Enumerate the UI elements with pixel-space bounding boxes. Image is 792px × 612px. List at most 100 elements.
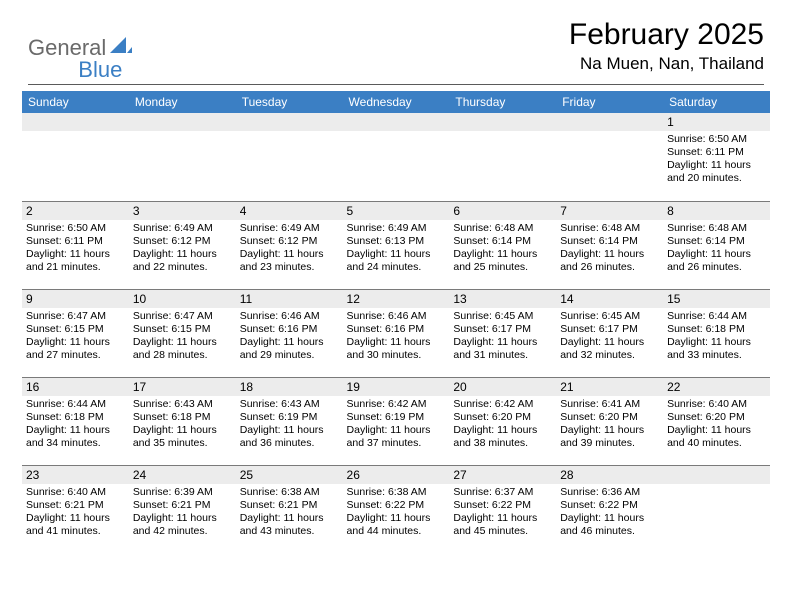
day-detail-line: Sunset: 6:20 PM: [560, 411, 659, 424]
day-details: Sunrise: 6:48 AMSunset: 6:14 PMDaylight:…: [663, 220, 770, 277]
day-detail-line: Sunrise: 6:50 AM: [26, 222, 125, 235]
day-details: Sunrise: 6:50 AMSunset: 6:11 PMDaylight:…: [663, 131, 770, 188]
day-detail-line: Sunset: 6:21 PM: [240, 499, 339, 512]
day-number: 12: [343, 290, 450, 308]
day-details: Sunrise: 6:43 AMSunset: 6:18 PMDaylight:…: [129, 396, 236, 453]
day-detail-line: Daylight: 11 hours and 38 minutes.: [453, 424, 552, 450]
calendar-day-cell: 25Sunrise: 6:38 AMSunset: 6:21 PMDayligh…: [236, 465, 343, 553]
day-number: [556, 113, 663, 131]
day-number: 8: [663, 202, 770, 220]
day-detail-line: Daylight: 11 hours and 45 minutes.: [453, 512, 552, 538]
day-detail-line: Daylight: 11 hours and 42 minutes.: [133, 512, 232, 538]
title-block: February 2025 Na Muen, Nan, Thailand: [569, 18, 764, 74]
day-details: Sunrise: 6:45 AMSunset: 6:17 PMDaylight:…: [556, 308, 663, 365]
day-detail-line: Sunset: 6:12 PM: [240, 235, 339, 248]
day-number: 24: [129, 466, 236, 484]
day-detail-line: Sunset: 6:14 PM: [453, 235, 552, 248]
day-detail-line: Sunset: 6:14 PM: [560, 235, 659, 248]
day-number: 17: [129, 378, 236, 396]
calendar-day-cell: 1Sunrise: 6:50 AMSunset: 6:11 PMDaylight…: [663, 113, 770, 201]
day-detail-line: Sunrise: 6:37 AM: [453, 486, 552, 499]
day-number: 23: [22, 466, 129, 484]
calendar-empty-cell: [556, 113, 663, 201]
day-details: Sunrise: 6:44 AMSunset: 6:18 PMDaylight:…: [663, 308, 770, 365]
day-detail-line: Sunrise: 6:49 AM: [133, 222, 232, 235]
calendar-empty-cell: [129, 113, 236, 201]
header-rule: [28, 84, 764, 85]
day-detail-line: Sunset: 6:21 PM: [26, 499, 125, 512]
day-number: 1: [663, 113, 770, 131]
calendar-empty-cell: [449, 113, 556, 201]
calendar-day-cell: 6Sunrise: 6:48 AMSunset: 6:14 PMDaylight…: [449, 201, 556, 289]
day-number: 18: [236, 378, 343, 396]
calendar-day-cell: 9Sunrise: 6:47 AMSunset: 6:15 PMDaylight…: [22, 289, 129, 377]
day-number: 19: [343, 378, 450, 396]
day-number: [22, 113, 129, 131]
day-detail-line: Sunrise: 6:48 AM: [453, 222, 552, 235]
calendar-week-row: 23Sunrise: 6:40 AMSunset: 6:21 PMDayligh…: [22, 465, 770, 553]
day-number: [663, 466, 770, 484]
calendar-day-cell: 3Sunrise: 6:49 AMSunset: 6:12 PMDaylight…: [129, 201, 236, 289]
calendar-empty-cell: [343, 113, 450, 201]
day-detail-line: Daylight: 11 hours and 44 minutes.: [347, 512, 446, 538]
weekday-header: Saturday: [663, 91, 770, 113]
day-number: 22: [663, 378, 770, 396]
day-detail-line: Sunset: 6:14 PM: [667, 235, 766, 248]
calendar-day-cell: 13Sunrise: 6:45 AMSunset: 6:17 PMDayligh…: [449, 289, 556, 377]
day-number: 13: [449, 290, 556, 308]
day-detail-line: Sunrise: 6:43 AM: [133, 398, 232, 411]
calendar-day-cell: 28Sunrise: 6:36 AMSunset: 6:22 PMDayligh…: [556, 465, 663, 553]
day-detail-line: Sunrise: 6:39 AM: [133, 486, 232, 499]
day-detail-line: Sunrise: 6:44 AM: [667, 310, 766, 323]
day-detail-line: Sunrise: 6:38 AM: [240, 486, 339, 499]
calendar-day-cell: 20Sunrise: 6:42 AMSunset: 6:20 PMDayligh…: [449, 377, 556, 465]
day-details: Sunrise: 6:42 AMSunset: 6:20 PMDaylight:…: [449, 396, 556, 453]
day-detail-line: Daylight: 11 hours and 25 minutes.: [453, 248, 552, 274]
day-detail-line: Daylight: 11 hours and 41 minutes.: [26, 512, 125, 538]
day-number: 14: [556, 290, 663, 308]
calendar-day-cell: 4Sunrise: 6:49 AMSunset: 6:12 PMDaylight…: [236, 201, 343, 289]
day-detail-line: Daylight: 11 hours and 23 minutes.: [240, 248, 339, 274]
day-number: 7: [556, 202, 663, 220]
day-detail-line: Sunset: 6:11 PM: [667, 146, 766, 159]
day-number: 15: [663, 290, 770, 308]
day-detail-line: Daylight: 11 hours and 43 minutes.: [240, 512, 339, 538]
day-detail-line: Daylight: 11 hours and 35 minutes.: [133, 424, 232, 450]
day-detail-line: Sunset: 6:12 PM: [133, 235, 232, 248]
calendar-head: SundayMondayTuesdayWednesdayThursdayFrid…: [22, 91, 770, 113]
day-details: Sunrise: 6:46 AMSunset: 6:16 PMDaylight:…: [236, 308, 343, 365]
calendar-empty-cell: [663, 465, 770, 553]
day-detail-line: Sunrise: 6:46 AM: [347, 310, 446, 323]
day-details: Sunrise: 6:45 AMSunset: 6:17 PMDaylight:…: [449, 308, 556, 365]
weekday-header: Friday: [556, 91, 663, 113]
day-detail-line: Sunset: 6:19 PM: [347, 411, 446, 424]
day-detail-line: Sunrise: 6:43 AM: [240, 398, 339, 411]
day-details: Sunrise: 6:43 AMSunset: 6:19 PMDaylight:…: [236, 396, 343, 453]
day-number: 20: [449, 378, 556, 396]
day-details: Sunrise: 6:44 AMSunset: 6:18 PMDaylight:…: [22, 396, 129, 453]
day-detail-line: Daylight: 11 hours and 39 minutes.: [560, 424, 659, 450]
day-detail-line: Daylight: 11 hours and 20 minutes.: [667, 159, 766, 185]
day-detail-line: Sunrise: 6:49 AM: [240, 222, 339, 235]
day-detail-line: Sunset: 6:17 PM: [560, 323, 659, 336]
day-number: 3: [129, 202, 236, 220]
calendar-day-cell: 21Sunrise: 6:41 AMSunset: 6:20 PMDayligh…: [556, 377, 663, 465]
day-details: Sunrise: 6:50 AMSunset: 6:11 PMDaylight:…: [22, 220, 129, 277]
month-title: February 2025: [569, 18, 764, 52]
location-subtitle: Na Muen, Nan, Thailand: [569, 54, 764, 74]
day-number: 11: [236, 290, 343, 308]
day-detail-line: Sunrise: 6:36 AM: [560, 486, 659, 499]
calendar-day-cell: 10Sunrise: 6:47 AMSunset: 6:15 PMDayligh…: [129, 289, 236, 377]
day-detail-line: Sunrise: 6:47 AM: [133, 310, 232, 323]
day-detail-line: Sunrise: 6:42 AM: [347, 398, 446, 411]
day-detail-line: Daylight: 11 hours and 24 minutes.: [347, 248, 446, 274]
weekday-header: Wednesday: [343, 91, 450, 113]
day-details: Sunrise: 6:41 AMSunset: 6:20 PMDaylight:…: [556, 396, 663, 453]
calendar-day-cell: 19Sunrise: 6:42 AMSunset: 6:19 PMDayligh…: [343, 377, 450, 465]
day-detail-line: Sunset: 6:17 PM: [453, 323, 552, 336]
calendar-day-cell: 27Sunrise: 6:37 AMSunset: 6:22 PMDayligh…: [449, 465, 556, 553]
calendar-week-row: 2Sunrise: 6:50 AMSunset: 6:11 PMDaylight…: [22, 201, 770, 289]
day-details: Sunrise: 6:38 AMSunset: 6:21 PMDaylight:…: [236, 484, 343, 541]
day-details: Sunrise: 6:49 AMSunset: 6:12 PMDaylight:…: [236, 220, 343, 277]
day-detail-line: Sunset: 6:22 PM: [560, 499, 659, 512]
